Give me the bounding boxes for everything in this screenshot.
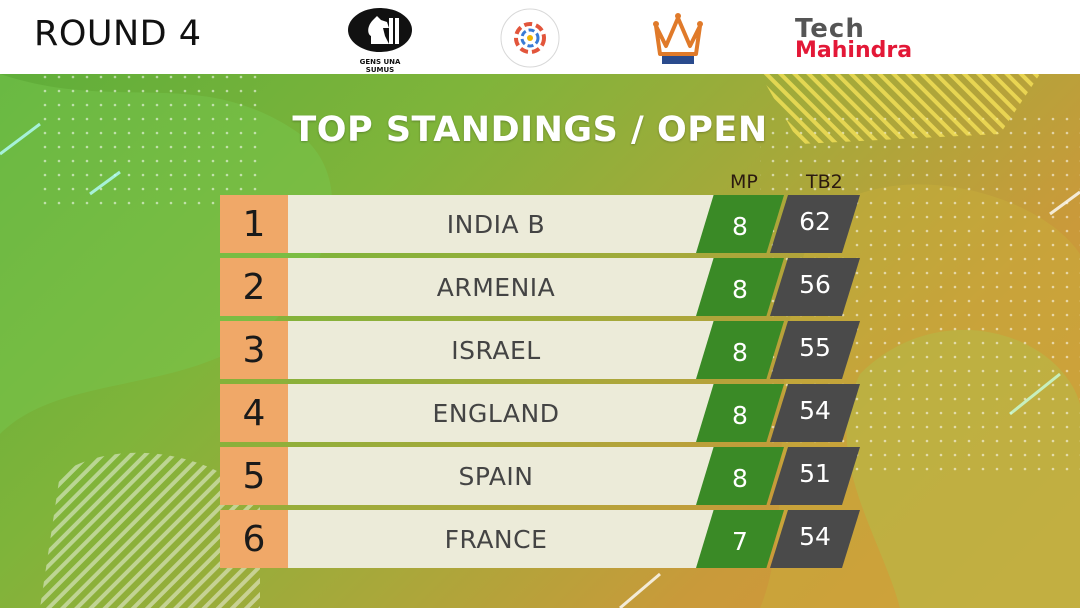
- country-background: [288, 384, 728, 442]
- tb2-value: 51: [799, 458, 831, 488]
- page-title: TOP STANDINGS / OPEN: [292, 110, 768, 150]
- standings-row: 1 INDIA B 8 62: [220, 195, 860, 253]
- country-cell: ISRAEL: [288, 321, 948, 379]
- country-name: SPAIN: [458, 461, 534, 491]
- country-background: [288, 258, 728, 316]
- country-name: INDIA B: [446, 209, 546, 239]
- rank-cell: 1: [220, 195, 288, 253]
- country-cell: FRANCE: [288, 510, 948, 568]
- tb2-value: 62: [799, 206, 831, 236]
- header-bar: ROUND 4 GENS UNA SUMUS Tech Mahindra: [0, 0, 1080, 74]
- rank-cell: 3: [220, 321, 288, 379]
- standings-row: 4 ENGLAND 8 54: [220, 384, 860, 442]
- mp-value: 8: [732, 400, 748, 430]
- mp-shape: [696, 447, 784, 505]
- mp-shape: [696, 510, 784, 568]
- tech-mahindra-logo: Tech Mahindra: [795, 14, 955, 64]
- mp-value: 7: [732, 526, 748, 556]
- country-cell: ENGLAND: [288, 384, 948, 442]
- country-background: [288, 321, 728, 379]
- crown-icon: [653, 13, 703, 64]
- mp-value: 8: [732, 463, 748, 493]
- fide-knight-icon: [348, 8, 412, 52]
- tb2-column-header: TB2: [806, 171, 843, 193]
- country-name: FRANCE: [444, 524, 548, 554]
- chess-olympiad-logo: [495, 6, 565, 70]
- country-background: [288, 195, 728, 253]
- country-name: ISRAEL: [451, 335, 541, 365]
- mp-value: 8: [732, 337, 748, 367]
- rank-cell: 4: [220, 384, 288, 442]
- aicf-logo: [648, 6, 708, 70]
- sponsor-tech-text: Tech: [795, 14, 865, 44]
- tb2-value: 54: [799, 521, 831, 551]
- fide-tagline: GENS UNA SUMUS: [359, 58, 401, 74]
- country-cell: INDIA B: [288, 195, 948, 253]
- tb2-shape: [770, 510, 860, 568]
- country-name: ENGLAND: [432, 398, 560, 428]
- standings-row: 6 FRANCE 7 54: [220, 510, 860, 568]
- rank-cell: 2: [220, 258, 288, 316]
- mp-column-header: MP: [730, 171, 758, 193]
- country-cell: ARMENIA: [288, 258, 948, 316]
- standings-row: 3 ISRAEL 8 55: [220, 321, 860, 379]
- tb2-shape: [770, 195, 860, 253]
- fide-logo: GENS UNA SUMUS: [345, 6, 415, 74]
- mp-shape: [696, 384, 784, 442]
- mp-shape: [696, 258, 784, 316]
- olympiad-emblem-icon: [500, 8, 560, 68]
- background-decoration-icon: [0, 74, 1080, 608]
- country-cell: SPAIN: [288, 447, 948, 505]
- standings-row: 2 ARMENIA 8 56: [220, 258, 860, 316]
- standings-row: 5 SPAIN 8 51: [220, 447, 860, 505]
- rank-cell: 6: [220, 510, 288, 568]
- mp-value: 8: [732, 274, 748, 304]
- country-name: ARMENIA: [436, 272, 556, 302]
- tb2-value: 54: [799, 395, 831, 425]
- country-background: [288, 510, 728, 568]
- tb2-value: 55: [799, 332, 831, 362]
- tb2-value: 56: [799, 269, 831, 299]
- country-background: [288, 447, 728, 505]
- mp-shape: [696, 195, 784, 253]
- round-label: ROUND 4: [34, 14, 202, 54]
- sponsor-mahindra-text: Mahindra: [795, 38, 913, 63]
- rank-cell: 5: [220, 447, 288, 505]
- mp-value: 8: [732, 211, 748, 241]
- mp-shape: [696, 321, 784, 379]
